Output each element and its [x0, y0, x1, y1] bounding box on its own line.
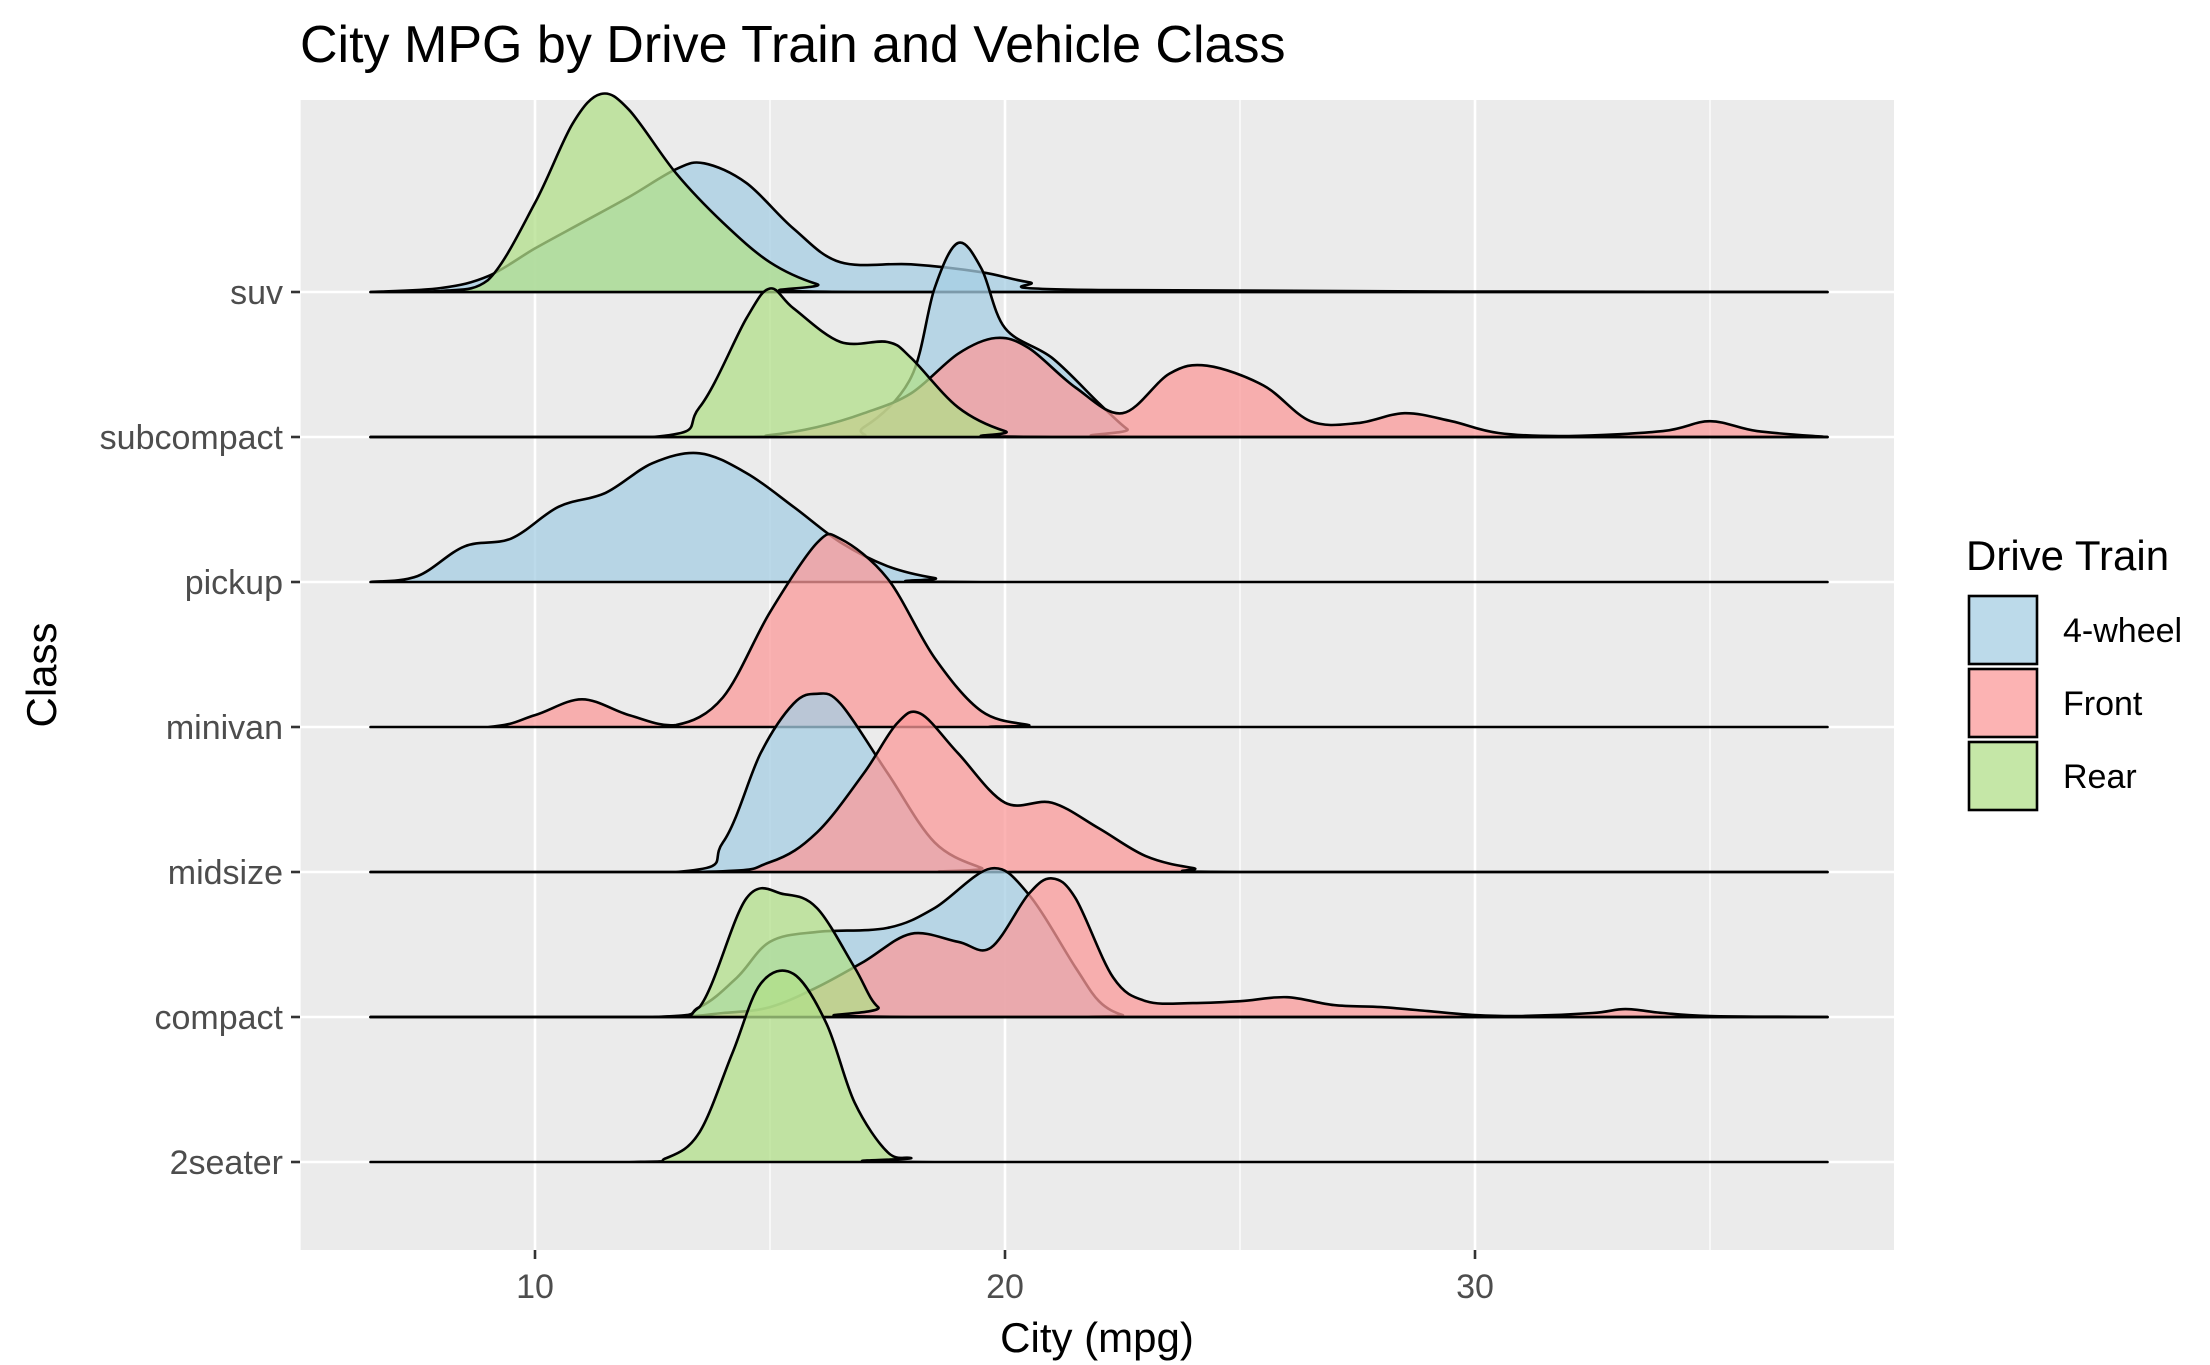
ridge-minivan-front [369, 532, 1829, 729]
y-tick-label: subcompact [100, 419, 284, 457]
y-axis-title: Class [18, 622, 65, 727]
ridge-suv-rear [369, 92, 1829, 294]
legend-label: 4-wheel [2063, 612, 2182, 650]
ridge-subcompact-rear [369, 287, 1829, 439]
chart-title: City MPG by Drive Train and Vehicle Clas… [300, 16, 1285, 74]
y-tick-label: compact [155, 999, 284, 1037]
legend-key-rear [1967, 740, 2039, 812]
y-axis-ticks: 2seater compact midsize minivan pickup subcom… [100, 274, 300, 1182]
legend: Drive Train 4-wheel Front Rear [1966, 532, 2182, 812]
density-ridges [369, 92, 1829, 1164]
ridge-midsize-front [369, 710, 1829, 874]
legend-key-front [1967, 667, 2039, 739]
x-axis-ticks: 10 20 30 [516, 1250, 1494, 1306]
x-tick-label: 20 [986, 1268, 1024, 1306]
y-tick-label: midsize [168, 854, 283, 892]
x-tick-label: 30 [1456, 1268, 1494, 1306]
x-tick-label: 10 [516, 1268, 554, 1306]
legend-label: Front [2063, 685, 2143, 723]
y-tick-label: minivan [166, 709, 283, 747]
legend-label: Rear [2063, 758, 2137, 796]
ridge-2seater-rear [369, 969, 1829, 1164]
x-axis-title: City (mpg) [1000, 1314, 1194, 1361]
ridge-compact-rear [369, 886, 1829, 1019]
y-tick-label: 2seater [170, 1144, 283, 1182]
y-tick-label: suv [230, 274, 283, 312]
ridge-pickup-4-wheel [369, 451, 1829, 584]
legend-key-4-wheel [1967, 594, 2039, 666]
y-tick-label: pickup [185, 564, 283, 602]
legend-title: Drive Train [1966, 532, 2169, 579]
